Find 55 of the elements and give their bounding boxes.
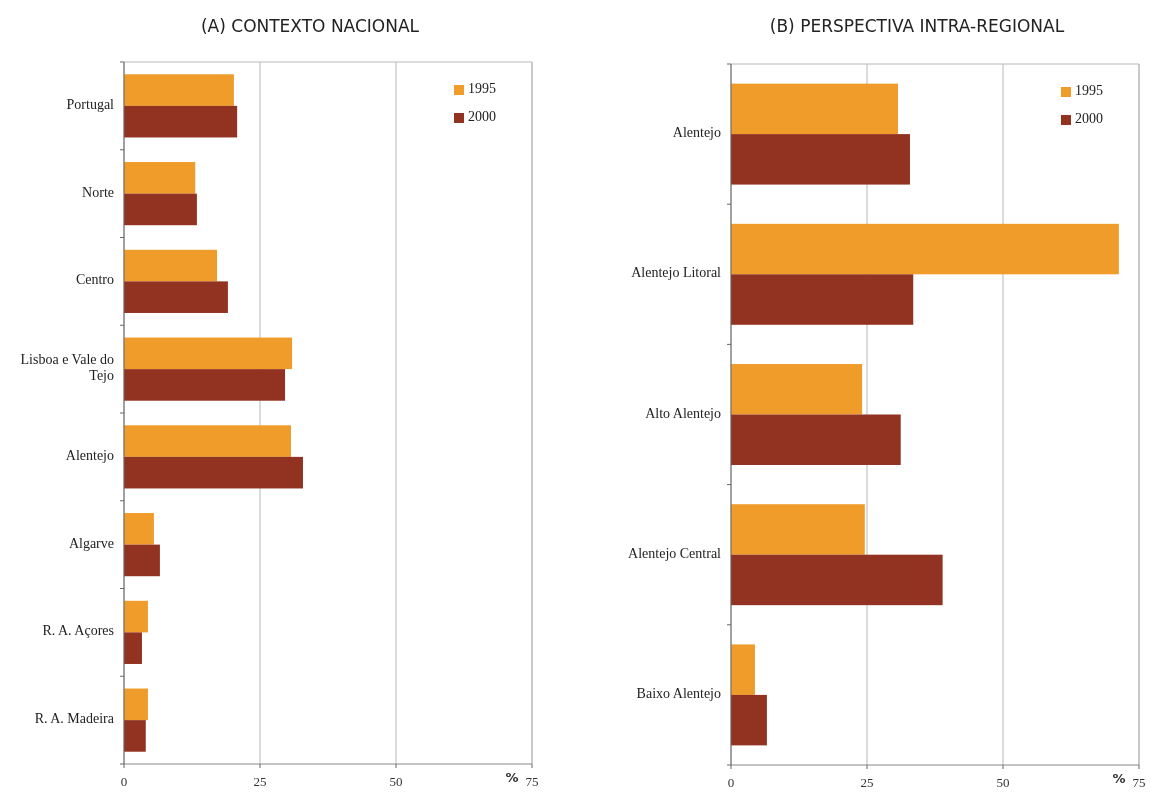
y-tick-label: Alentejo Central bbox=[628, 545, 722, 561]
bar bbox=[731, 694, 767, 746]
y-tick-label: Lisboa e Vale do Tejo bbox=[20, 352, 114, 384]
y-tick-label: Portugal bbox=[66, 97, 115, 113]
bar bbox=[731, 414, 901, 465]
bar bbox=[124, 688, 148, 721]
x-tick-label: 25 bbox=[253, 774, 267, 789]
bar bbox=[124, 632, 142, 664]
legend-label: 1995 bbox=[1075, 83, 1103, 99]
bar bbox=[124, 162, 196, 194]
bar bbox=[124, 249, 218, 282]
x-axis-title: % bbox=[1112, 771, 1126, 786]
y-tick-label: Alentejo Litoral bbox=[631, 265, 722, 281]
bar bbox=[731, 223, 1119, 275]
y-tick-label: R. A. Açores bbox=[42, 623, 114, 639]
bar bbox=[124, 105, 238, 138]
bar bbox=[124, 513, 154, 545]
bar bbox=[124, 720, 146, 752]
x-tick-label: 75 bbox=[525, 774, 539, 789]
x-axis-title: % bbox=[505, 770, 519, 785]
bar bbox=[124, 281, 228, 313]
y-tick-label: Alentejo bbox=[65, 448, 114, 464]
chart-title: (B) PERSPECTIVA INTRA-REGIONAL bbox=[769, 16, 1065, 36]
y-tick-label: Alto Alentejo bbox=[645, 405, 721, 421]
bar bbox=[124, 193, 197, 226]
x-tick-label: 50 bbox=[389, 774, 403, 789]
bar bbox=[731, 644, 755, 695]
y-tick-label: Norte bbox=[82, 184, 114, 200]
legend-label: 2000 bbox=[468, 109, 496, 125]
bar bbox=[731, 83, 899, 135]
bar bbox=[124, 425, 292, 457]
y-tick-label: Algarve bbox=[68, 535, 114, 551]
bar bbox=[731, 134, 910, 185]
legend-label: 2000 bbox=[1075, 111, 1103, 127]
bar bbox=[731, 364, 863, 415]
bar bbox=[124, 544, 160, 577]
bar bbox=[731, 274, 914, 325]
bar bbox=[124, 456, 303, 489]
x-tick-label: 75 bbox=[1132, 775, 1146, 790]
chart-title: (A) CONTEXTO NACIONAL bbox=[200, 16, 420, 36]
bar bbox=[124, 369, 286, 401]
y-tick-label: Alentejo bbox=[672, 125, 721, 141]
y-tick-label: Centro bbox=[75, 272, 114, 288]
legend-label: 1995 bbox=[468, 81, 496, 97]
x-tick-label: 50 bbox=[996, 775, 1010, 790]
x-tick-label: 0 bbox=[727, 775, 735, 790]
bar bbox=[731, 504, 865, 555]
x-tick-label: 0 bbox=[120, 774, 128, 789]
y-tick-label: Baixo Alentejo bbox=[636, 686, 721, 702]
bar bbox=[124, 600, 148, 633]
y-tick-label: R. A. Madeira bbox=[34, 711, 115, 727]
x-tick-label: 25 bbox=[860, 775, 874, 790]
bar bbox=[124, 74, 234, 106]
bar bbox=[731, 554, 943, 606]
bar bbox=[124, 337, 293, 370]
